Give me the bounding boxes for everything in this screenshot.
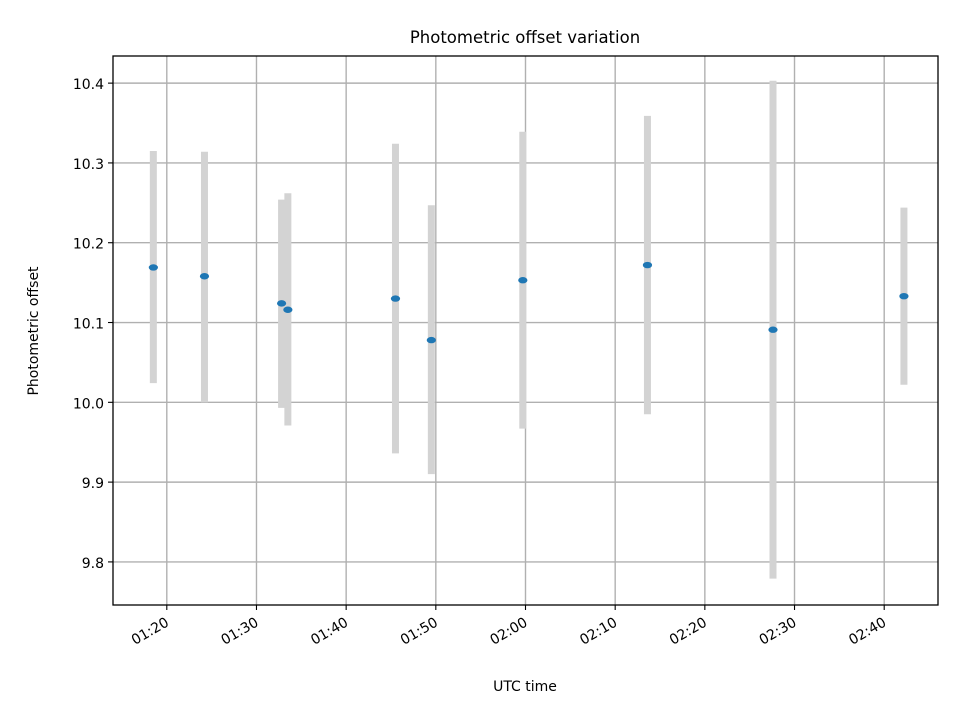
x-axis-label: UTC time [493,679,557,695]
data-point [768,326,778,333]
y-axis-ticks: 9.8 9.9 10.0 10.1 10.2 10.3 10.4 [73,77,113,572]
y-tick-label: 10.3 [73,157,104,173]
data-point [518,277,528,284]
data-point [148,264,158,271]
y-tick-label: 10.0 [73,396,104,412]
y-tick-label: 9.8 [82,556,104,572]
y-tick-label: 10.1 [73,317,104,333]
data-point [283,306,293,313]
data-point [390,295,401,302]
data-point [426,336,436,344]
y-tick-label: 9.9 [82,476,104,492]
data-point [199,273,210,280]
data-point [276,300,287,307]
chart-title: Photometric offset variation [410,28,640,47]
data-points [148,261,909,344]
y-tick-label: 10.2 [73,237,104,253]
data-point [642,261,653,269]
y-tick-label: 10.4 [73,77,104,93]
y-axis-label: Photometric offset [26,266,42,396]
data-point [899,292,909,300]
